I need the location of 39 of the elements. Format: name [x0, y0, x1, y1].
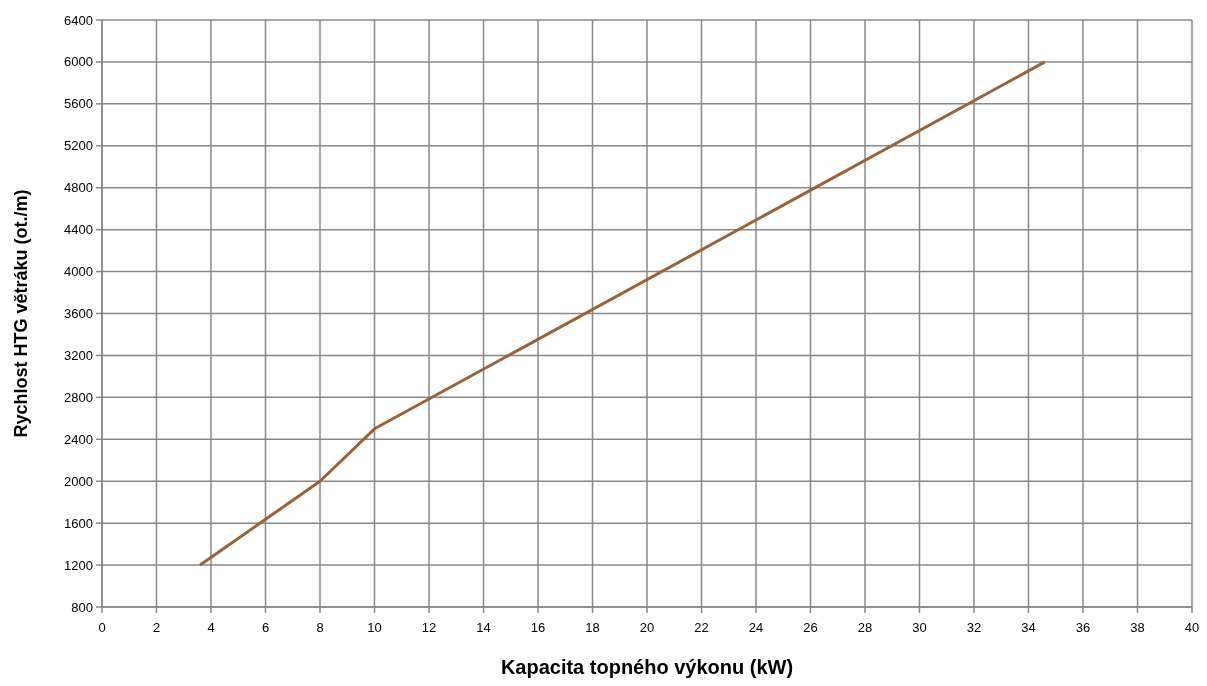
x-tick-label: 24 — [748, 620, 764, 635]
x-tick-label: 40 — [1184, 620, 1200, 635]
y-tick-label: 800 — [71, 599, 93, 615]
x-tick-label: 0 — [98, 620, 106, 635]
y-tick-label: 6000 — [64, 54, 93, 70]
y-axis-title: Rychlost HTG větráku (ot./m) — [11, 189, 31, 438]
line-series — [198, 60, 1047, 567]
x-tick-label: 38 — [1130, 620, 1145, 635]
y-tick-label: 4000 — [64, 264, 93, 280]
x-tick-label: 2 — [152, 620, 161, 635]
x-tick-label: 32 — [966, 620, 982, 635]
y-tick-label: 1600 — [64, 515, 93, 531]
x-tick-label: 14 — [476, 620, 491, 635]
x-tick-label: 22 — [694, 620, 709, 635]
x-tick-label: 10 — [367, 620, 382, 635]
y-tick-label: 6400 — [64, 12, 93, 28]
y-tick-label: 4800 — [64, 180, 93, 196]
y-tick-label: 5600 — [64, 96, 93, 112]
x-tick-label: 4 — [207, 620, 215, 635]
x-tick-label: 18 — [585, 620, 600, 635]
x-tick-label: 20 — [639, 620, 655, 635]
x-axis-title: Kapacita topného výkonu (kW) — [500, 656, 794, 678]
y-tick-label: 2400 — [64, 431, 93, 447]
x-tick-label: 6 — [261, 620, 270, 635]
y-tick-label: 3600 — [64, 306, 93, 321]
x-tick-label: 28 — [857, 620, 873, 635]
x-tick-label: 8 — [316, 620, 324, 635]
x-tick-label: 26 — [803, 620, 818, 635]
x-tick-label: 12 — [421, 620, 437, 635]
x-tick-label: 34 — [1021, 620, 1036, 635]
y-tick-label: 3200 — [64, 347, 93, 363]
y-tick-label: 2000 — [64, 473, 93, 489]
x-tick-label: 16 — [530, 620, 546, 635]
y-tick-label: 2800 — [64, 389, 93, 405]
y-tick-label: 1200 — [64, 557, 93, 573]
x-tick-label: 36 — [1075, 620, 1091, 635]
y-tick-label: 4400 — [64, 222, 93, 238]
y-tick-label: 5200 — [64, 138, 93, 154]
x-tick-label: 30 — [912, 620, 927, 635]
